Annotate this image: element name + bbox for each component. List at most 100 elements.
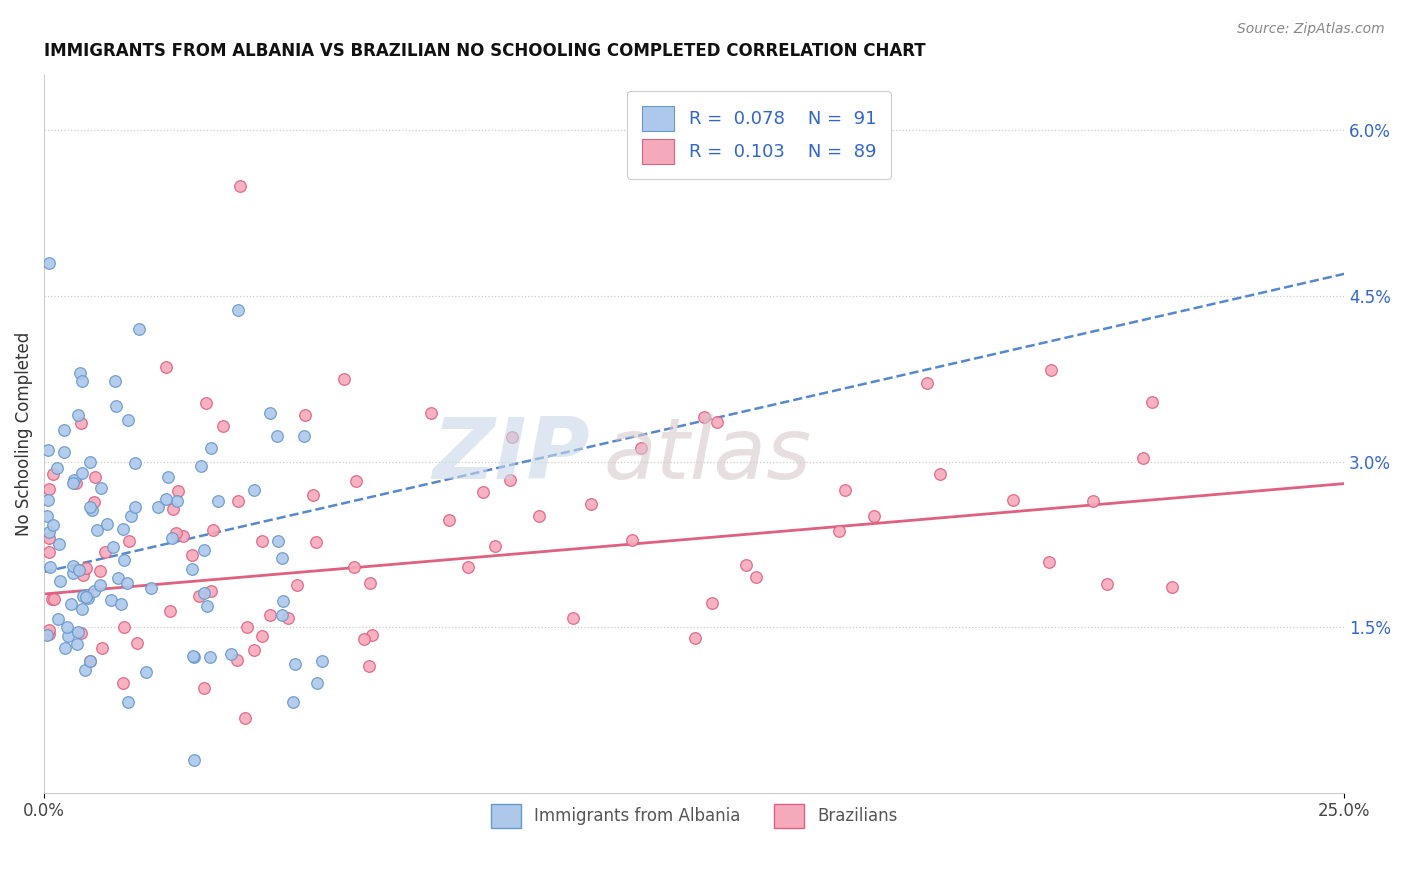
Point	[166, 493, 188, 508]
Point	[124, 500, 146, 514]
Point	[76, 591, 98, 606]
Point	[125, 636, 148, 650]
Point	[250, 534, 273, 549]
Point	[62, 476, 84, 491]
Point	[89, 578, 111, 592]
Point	[38, 545, 60, 559]
Point	[236, 620, 259, 634]
Y-axis label: No Schooling Completed: No Schooling Completed	[15, 332, 32, 536]
Point	[60, 597, 83, 611]
Point	[35, 627, 58, 641]
Point	[311, 654, 333, 668]
Point	[233, 711, 256, 725]
Point	[104, 374, 127, 388]
Point	[1038, 555, 1060, 569]
Point	[1097, 577, 1119, 591]
Point	[243, 483, 266, 498]
Point	[735, 558, 758, 573]
Point	[181, 548, 204, 562]
Point	[281, 695, 304, 709]
Point	[228, 493, 250, 508]
Point	[73, 664, 96, 678]
Point	[79, 455, 101, 469]
Point	[353, 632, 375, 646]
Point	[83, 495, 105, 509]
Point	[501, 430, 523, 444]
Text: Source: ZipAtlas.com: Source: ZipAtlas.com	[1237, 22, 1385, 37]
Point	[157, 470, 180, 484]
Point	[284, 657, 307, 672]
Point	[86, 524, 108, 538]
Point	[183, 753, 205, 767]
Point	[94, 545, 117, 559]
Point	[70, 416, 93, 430]
Point	[128, 322, 150, 336]
Point	[183, 650, 205, 665]
Point	[45, 461, 67, 475]
Point	[745, 570, 768, 584]
Point	[146, 500, 169, 515]
Point	[83, 583, 105, 598]
Point	[1002, 492, 1025, 507]
Point	[112, 522, 135, 536]
Point	[96, 516, 118, 531]
Point	[361, 628, 384, 642]
Point	[75, 590, 97, 604]
Point	[72, 568, 94, 582]
Point	[200, 584, 222, 599]
Point	[166, 484, 188, 499]
Point	[226, 303, 249, 318]
Point	[693, 409, 716, 424]
Point	[48, 537, 70, 551]
Point	[56, 620, 79, 634]
Point	[862, 509, 884, 524]
Point	[48, 611, 70, 625]
Point	[211, 419, 233, 434]
Point	[228, 178, 250, 193]
Point	[195, 396, 218, 410]
Point	[72, 374, 94, 388]
Point	[620, 533, 643, 548]
Point	[67, 564, 90, 578]
Point	[84, 470, 107, 484]
Point	[56, 629, 79, 643]
Point	[915, 376, 938, 391]
Point	[160, 531, 183, 545]
Point	[76, 588, 98, 602]
Point	[124, 457, 146, 471]
Point	[38, 482, 60, 496]
Point	[75, 561, 97, 575]
Point	[706, 415, 728, 429]
Point	[834, 483, 856, 497]
Point	[259, 406, 281, 420]
Point	[67, 564, 90, 578]
Point	[332, 372, 354, 386]
Point	[38, 531, 60, 545]
Point	[193, 542, 215, 557]
Point	[70, 467, 93, 481]
Point	[579, 497, 602, 511]
Point	[79, 500, 101, 515]
Point	[271, 551, 294, 566]
Point	[111, 676, 134, 690]
Point	[112, 620, 135, 634]
Point	[928, 467, 950, 481]
Point	[107, 571, 129, 585]
Point	[120, 509, 142, 524]
Point	[201, 524, 224, 538]
Point	[219, 647, 242, 661]
Point	[457, 559, 479, 574]
Point	[79, 653, 101, 667]
Point	[112, 553, 135, 567]
Point	[53, 423, 76, 437]
Point	[117, 695, 139, 709]
Point	[292, 429, 315, 443]
Point	[344, 475, 367, 489]
Point	[273, 594, 295, 608]
Point	[190, 458, 212, 473]
Point	[52, 444, 75, 458]
Point	[62, 566, 84, 581]
Point	[115, 576, 138, 591]
Point	[62, 558, 84, 573]
Point	[259, 607, 281, 622]
